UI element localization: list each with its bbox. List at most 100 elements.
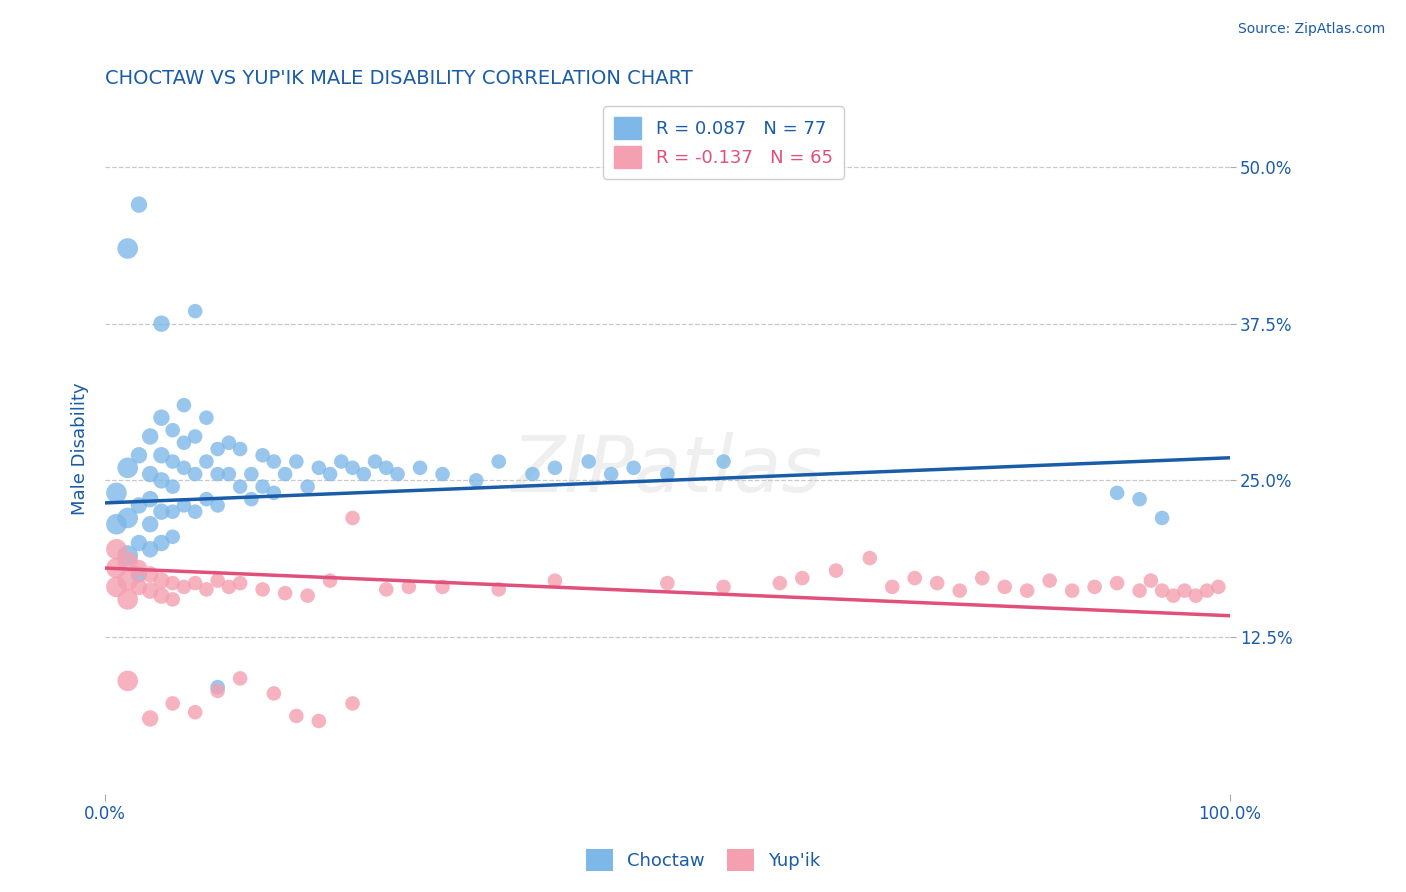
Point [117, 511, 139, 525]
Point [1129, 492, 1152, 507]
Point [105, 517, 128, 532]
Point [139, 583, 162, 598]
Point [195, 410, 218, 425]
Point [432, 580, 454, 594]
Point [117, 549, 139, 563]
Point [713, 580, 735, 594]
Point [240, 492, 263, 507]
Point [139, 567, 162, 582]
Point [229, 576, 252, 591]
Point [207, 442, 229, 456]
Point [207, 680, 229, 694]
Point [285, 454, 308, 468]
Point [162, 480, 184, 494]
Point [173, 580, 195, 594]
Point [522, 467, 544, 481]
Legend: Choctaw, Yup'ik: Choctaw, Yup'ik [578, 842, 828, 879]
Point [128, 499, 150, 513]
Point [173, 499, 195, 513]
Point [150, 317, 173, 331]
Point [117, 592, 139, 607]
Point [1140, 574, 1163, 588]
Point [162, 592, 184, 607]
Point [184, 304, 207, 318]
Y-axis label: Male Disability: Male Disability [72, 383, 89, 516]
Point [252, 480, 274, 494]
Point [117, 673, 139, 688]
Point [105, 486, 128, 500]
Point [195, 492, 218, 507]
Point [218, 580, 240, 594]
Point [488, 454, 510, 468]
Point [274, 467, 297, 481]
Point [150, 589, 173, 603]
Point [364, 454, 387, 468]
Point [162, 576, 184, 591]
Point [375, 460, 398, 475]
Point [657, 467, 679, 481]
Point [600, 467, 623, 481]
Point [150, 505, 173, 519]
Point [105, 580, 128, 594]
Point [409, 460, 432, 475]
Point [297, 589, 319, 603]
Point [882, 580, 904, 594]
Point [297, 480, 319, 494]
Point [128, 561, 150, 575]
Point [128, 580, 150, 594]
Text: ZIPatlas: ZIPatlas [512, 432, 823, 508]
Legend: R = 0.087   N = 77, R = -0.137   N = 65: R = 0.087 N = 77, R = -0.137 N = 65 [603, 106, 844, 178]
Point [184, 467, 207, 481]
Point [117, 574, 139, 588]
Point [128, 536, 150, 550]
Point [994, 580, 1017, 594]
Point [207, 684, 229, 698]
Point [769, 576, 792, 591]
Point [150, 410, 173, 425]
Point [544, 574, 567, 588]
Point [252, 582, 274, 597]
Point [308, 714, 330, 728]
Point [825, 564, 848, 578]
Point [162, 505, 184, 519]
Point [128, 197, 150, 211]
Point [904, 571, 927, 585]
Point [308, 460, 330, 475]
Point [1152, 511, 1174, 525]
Point [150, 536, 173, 550]
Point [657, 576, 679, 591]
Point [195, 454, 218, 468]
Point [162, 423, 184, 437]
Point [139, 711, 162, 725]
Point [117, 460, 139, 475]
Point [285, 709, 308, 723]
Point [387, 467, 409, 481]
Point [139, 542, 162, 557]
Point [342, 511, 364, 525]
Point [1084, 580, 1107, 594]
Text: Source: ZipAtlas.com: Source: ZipAtlas.com [1237, 22, 1385, 37]
Point [319, 574, 342, 588]
Point [162, 454, 184, 468]
Point [319, 467, 342, 481]
Point [398, 580, 420, 594]
Point [1062, 583, 1084, 598]
Point [207, 574, 229, 588]
Point [263, 486, 285, 500]
Point [713, 454, 735, 468]
Point [173, 435, 195, 450]
Point [252, 448, 274, 462]
Point [1107, 576, 1129, 591]
Point [465, 474, 488, 488]
Point [1129, 583, 1152, 598]
Point [218, 435, 240, 450]
Point [128, 448, 150, 462]
Point [184, 429, 207, 443]
Point [162, 530, 184, 544]
Point [274, 586, 297, 600]
Point [229, 442, 252, 456]
Point [162, 697, 184, 711]
Point [1206, 580, 1229, 594]
Point [150, 574, 173, 588]
Point [432, 467, 454, 481]
